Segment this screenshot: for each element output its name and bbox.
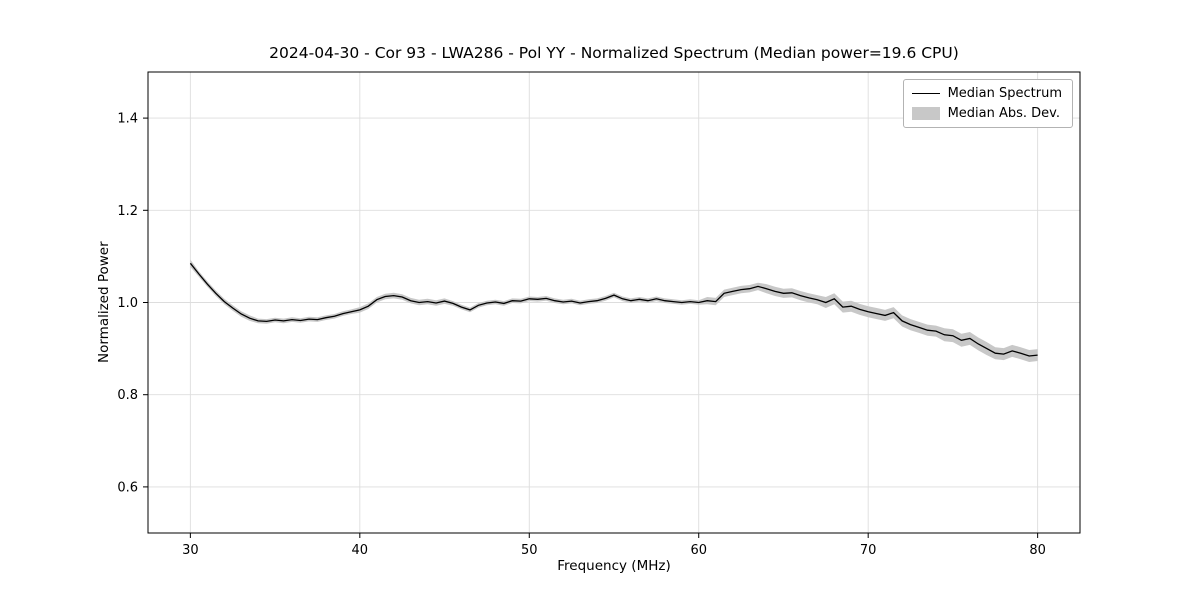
svg-text:0.6: 0.6: [117, 480, 138, 495]
x-axis-label: Frequency (MHz): [557, 558, 671, 574]
chart-title: 2024-04-30 - Cor 93 - LWA286 - Pol YY - …: [269, 44, 959, 62]
plot-area: 30 40 50 60 70 80 0.6 0.8 1.0 1.2 1.4 Median Spect…: [117, 71, 1081, 558]
svg-text:80: 80: [1029, 543, 1046, 558]
spectrum-plot: 30 40 50 60 70 80 0.6 0.8 1.0 1.2 1.4: [117, 71, 1081, 558]
median-spectrum-line-swatch: [911, 93, 940, 94]
y-axis-label: Normalized Power: [96, 241, 112, 364]
svg-text:1.2: 1.2: [117, 204, 138, 219]
svg-text:30: 30: [182, 543, 199, 558]
legend-item-median-spectrum: Median Spectrum: [911, 86, 1062, 101]
svg-text:70: 70: [860, 543, 877, 558]
svg-text:60: 60: [690, 543, 707, 558]
mad-band-swatch: [911, 107, 940, 120]
legend-item-mad-band: Median Abs. Dev.: [911, 106, 1062, 121]
svg-text:40: 40: [352, 543, 369, 558]
svg-text:0.8: 0.8: [117, 388, 138, 403]
svg-text:1.4: 1.4: [117, 112, 138, 127]
svg-text:50: 50: [521, 543, 538, 558]
legend-label-mad-band: Median Abs. Dev.: [947, 106, 1061, 121]
svg-text:1.0: 1.0: [117, 296, 138, 311]
legend-label-median-spectrum: Median Spectrum: [947, 86, 1062, 101]
legend: Median Spectrum Median Abs. Dev.: [902, 79, 1073, 128]
